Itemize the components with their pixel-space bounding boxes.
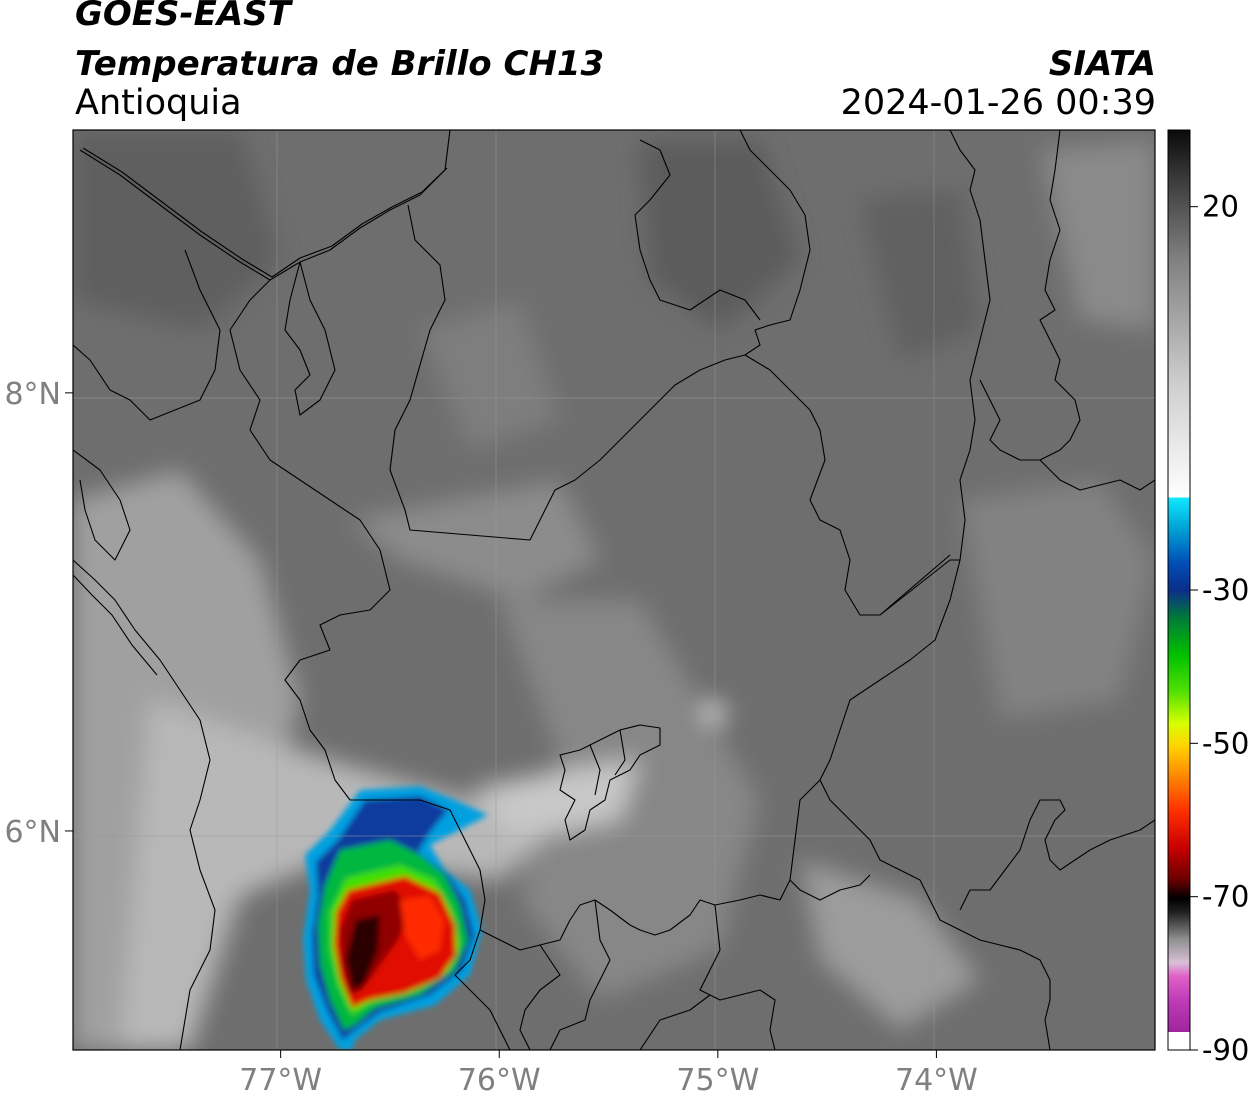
longitude-tick-label: 77°W — [239, 1063, 322, 1098]
latitude-tick-label: 6°N — [4, 815, 61, 850]
colorbar-tick-label: -90 — [1202, 1033, 1249, 1067]
latitude-tick-label: 8°N — [4, 377, 61, 412]
longitude-tick-label: 74°W — [895, 1063, 978, 1098]
datetime-label: 2024-01-26 00:39 — [840, 83, 1156, 123]
map-frame — [72, 129, 1156, 1051]
colorbar-scale — [1168, 130, 1190, 1050]
colorbar-under-value-swatch — [1168, 1032, 1190, 1050]
title-satellite: GOES-EAST — [75, 0, 291, 34]
longitude-tick-label: 75°W — [676, 1063, 759, 1098]
warm-cloud-texture — [73, 130, 1155, 1050]
colorbar-tick-label: 20 — [1202, 190, 1239, 224]
convective-storm-cloud — [303, 786, 488, 1050]
longitude-ticks: 77°W 76°W 75°W 74°W — [239, 1050, 978, 1098]
region-label: Antioquia — [75, 83, 242, 123]
colorbar-tick-label: -30 — [1202, 573, 1249, 607]
longitude-tick-label: 76°W — [458, 1063, 541, 1098]
map-plot-area — [73, 130, 1155, 1050]
latitude-ticks: 8°N 6°N — [4, 377, 73, 850]
colorbar-tick-label: -50 — [1202, 726, 1249, 760]
colorbar-ticks: 20 -30 -50 -70 -90 — [1190, 190, 1249, 1067]
colorbar-tick-label: -70 — [1202, 880, 1249, 914]
coastlines-and-boundaries — [73, 130, 1155, 1050]
title-product: Temperatura de Brillo CH13 — [75, 44, 605, 84]
agency-label: SIATA — [1048, 44, 1156, 84]
map-gridlines — [73, 130, 1155, 1050]
